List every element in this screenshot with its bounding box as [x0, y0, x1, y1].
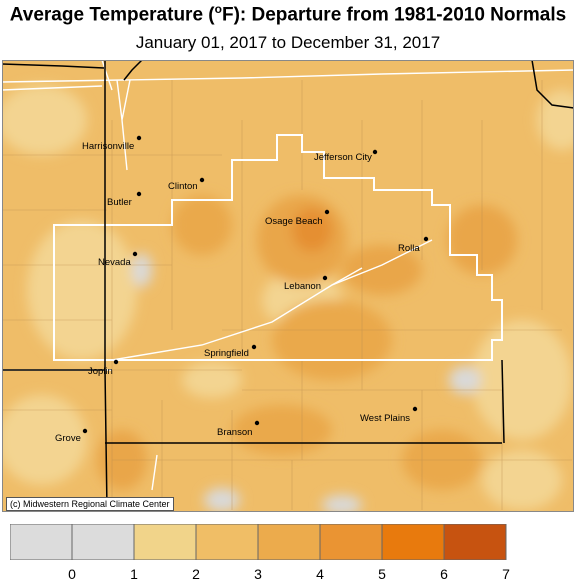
- city-label: Rolla: [398, 243, 420, 254]
- city-dot: [136, 135, 142, 141]
- city-label: Butler: [107, 197, 132, 208]
- legend-tick-label: 0: [68, 566, 76, 582]
- city-label: Jefferson City: [314, 152, 372, 163]
- legend-tick-label: 7: [502, 566, 510, 582]
- legend-tick-label: 1: [130, 566, 138, 582]
- legend-swatch: [10, 524, 73, 560]
- city-label: Osage Beach: [265, 216, 323, 227]
- legend-swatch: [195, 524, 259, 560]
- city-label: Branson: [217, 427, 252, 438]
- legend-tick-label: 6: [440, 566, 448, 582]
- city-label: Lebanon: [284, 281, 321, 292]
- city-markers: Harrisonville Clinton Butler Jefferson C…: [55, 135, 429, 444]
- legend-swatch: [71, 524, 135, 560]
- legend-swatch: [257, 524, 321, 560]
- city-dot: [322, 275, 328, 281]
- city-label: West Plains: [360, 413, 410, 424]
- map-title: Average Temperature (oF): Departure from…: [9, 2, 567, 26]
- legend-tick-label: 3: [254, 566, 262, 582]
- legend-swatch: [381, 524, 445, 560]
- legend-swatch: [133, 524, 197, 560]
- city-dot: [254, 420, 260, 426]
- legend-swatch: [443, 524, 507, 560]
- city-label: Joplin: [88, 366, 113, 377]
- city-dot: [412, 406, 418, 412]
- legend-tick-label: 2: [192, 566, 200, 582]
- city-dot: [132, 251, 138, 257]
- state-boundaries: [2, 60, 574, 511]
- legend-swatch: [319, 524, 383, 560]
- city-dot: [372, 149, 378, 155]
- city-dot: [199, 177, 205, 183]
- copyright-note: (c) Midwestern Regional Climate Center: [6, 497, 174, 511]
- city-label: Springfield: [204, 348, 249, 359]
- region-border: [53, 134, 503, 361]
- city-label: Nevada: [98, 257, 131, 268]
- city-dot: [136, 191, 142, 197]
- legend-tick-label: 5: [378, 566, 386, 582]
- city-label: Harrisonville: [82, 141, 134, 152]
- city-dot: [324, 209, 330, 215]
- temperature-departure-map: Harrisonville Clinton Butler Jefferson C…: [2, 60, 574, 512]
- city-dot: [82, 428, 88, 434]
- map-subtitle: January 01, 2017 to December 31, 2017: [135, 33, 441, 52]
- city-dot: [113, 359, 119, 365]
- city-dot: [251, 344, 257, 350]
- legend-tick-label: 4: [316, 566, 324, 582]
- city-dot: [423, 236, 429, 242]
- city-label: Grove: [55, 433, 81, 444]
- map-frame: [2, 60, 574, 512]
- color-legend: [10, 524, 507, 560]
- city-label: Clinton: [168, 181, 198, 192]
